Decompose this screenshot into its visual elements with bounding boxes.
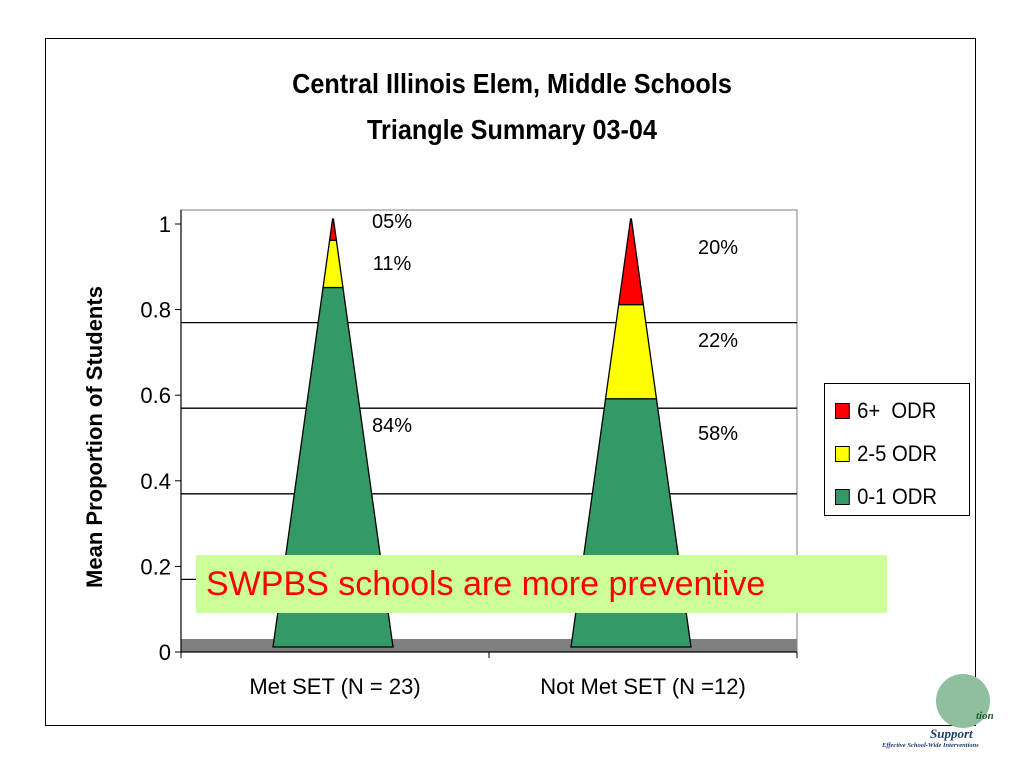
y-tick-label: 0.4 bbox=[140, 469, 171, 494]
logo-text-line1: tion bbox=[976, 710, 994, 722]
slide-frame bbox=[45, 38, 976, 726]
legend-swatch-yellow bbox=[835, 446, 850, 462]
legend: 6+ ODR 2-5 ODR 0-1 ODR bbox=[824, 383, 970, 516]
legend-item-2-5-odr: 2-5 ODR bbox=[835, 439, 937, 469]
data-label: 22% bbox=[698, 330, 738, 352]
legend-label: 2-5 ODR bbox=[857, 441, 937, 466]
triangle-segment-6-odr-2 bbox=[617, 218, 645, 306]
callout-box: SWPBS schools are more preventive bbox=[196, 555, 887, 613]
logo: tion Support Effective School-Wide Inter… bbox=[878, 668, 1018, 758]
x-category-label: Met SET (N = 23) bbox=[249, 674, 420, 699]
callout-text: SWPBS schools are more preventive bbox=[206, 564, 766, 603]
y-tick-label: 0 bbox=[159, 640, 171, 665]
y-tick-label: 0.2 bbox=[140, 554, 171, 579]
chart-title: Central Illinois Elem, Middle Schools bbox=[292, 68, 732, 99]
data-label: 84% bbox=[372, 415, 412, 437]
x-category-label: Not Met SET (N =12) bbox=[540, 674, 746, 699]
logo-text-line3: Effective School-Wide Interventions bbox=[882, 742, 979, 749]
data-label: 58% bbox=[698, 423, 738, 445]
legend-item-6plus-odr: 6+ ODR bbox=[835, 396, 936, 426]
legend-swatch-green bbox=[835, 489, 850, 505]
data-label: 05% bbox=[372, 211, 412, 233]
legend-label: 0-1 ODR bbox=[857, 484, 937, 509]
y-tick-label: 1 bbox=[159, 212, 171, 237]
y-tick-label: 0.8 bbox=[140, 298, 171, 323]
logo-text-line2: Support bbox=[930, 726, 973, 741]
triangle-segment-6-odr-1 bbox=[328, 218, 338, 242]
y-tick-label: 0.6 bbox=[140, 383, 171, 408]
chart-subtitle: Triangle Summary 03-04 bbox=[367, 114, 657, 145]
logo-circle bbox=[936, 674, 990, 728]
legend-item-0-1-odr: 0-1 ODR bbox=[835, 482, 937, 512]
legend-swatch-red bbox=[835, 403, 850, 419]
legend-label: 6+ ODR bbox=[857, 398, 937, 423]
data-label: 20% bbox=[698, 237, 738, 259]
data-label: 11% bbox=[373, 253, 412, 275]
